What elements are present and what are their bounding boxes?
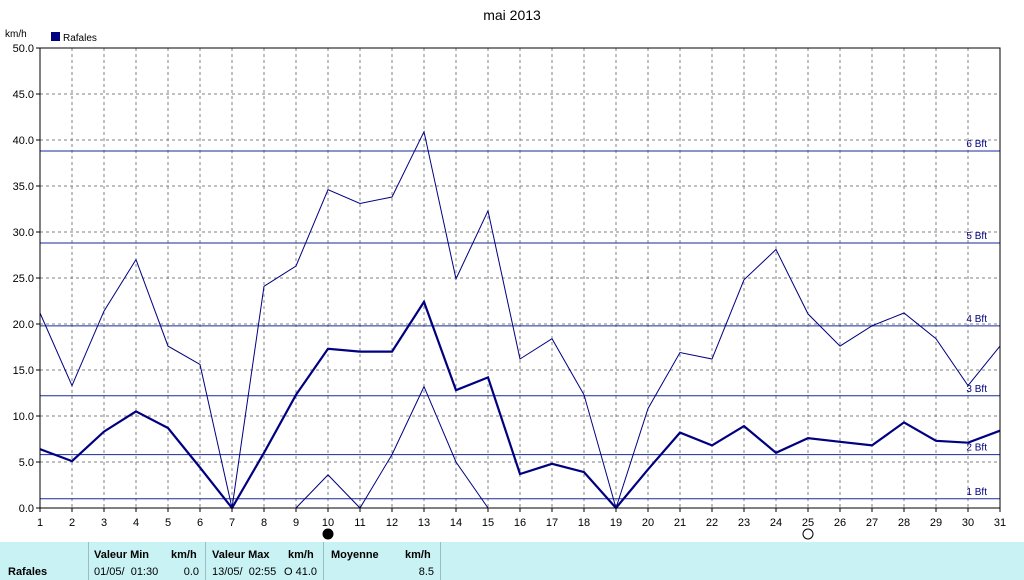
x-tick-label: 22	[706, 517, 718, 529]
y-tick-label: 20.0	[13, 319, 34, 331]
x-tick-label: 7	[229, 517, 235, 529]
y-tick-label: 35.0	[13, 181, 34, 193]
legend-label: Rafales	[63, 33, 97, 44]
series-mean-line	[39, 299, 1001, 510]
x-tick-label: 29	[930, 517, 942, 529]
mean-cell: Moyenne km/h 8.5	[323, 542, 441, 580]
x-tick-label: 2	[69, 517, 75, 529]
mean-unit: km/h	[405, 549, 431, 561]
footer-row-label: Rafales	[8, 566, 48, 578]
x-tick-label: 15	[482, 517, 494, 529]
moon-full-icon	[802, 528, 814, 540]
x-tick-label: 4	[133, 517, 139, 529]
x-tick-label: 8	[261, 517, 267, 529]
y-tick-label: 50.0	[13, 43, 34, 55]
x-tick-label: 9	[293, 517, 299, 529]
beaufort-label: 4 Bft	[966, 314, 987, 325]
x-tick-label: 23	[738, 517, 750, 529]
x-tick-label: 14	[450, 517, 462, 529]
series-max-line	[39, 130, 1001, 510]
legend-swatch	[51, 32, 60, 41]
y-tick-label: 45.0	[13, 89, 34, 101]
y-tick-label: 15.0	[13, 365, 34, 377]
beaufort-label: 2 Bft	[966, 443, 987, 454]
x-tick-label: 18	[578, 517, 590, 529]
x-tick-label: 1	[37, 517, 43, 529]
max-value: O 41.0	[283, 566, 317, 578]
min-unit: km/h	[171, 549, 197, 561]
x-tick-label: 30	[962, 517, 974, 529]
x-tick-label: 12	[386, 517, 398, 529]
x-tick-label: 20	[642, 517, 654, 529]
x-tick-label: 24	[770, 517, 782, 529]
max-unit: km/h	[288, 549, 314, 561]
x-tick-label: 11	[354, 517, 365, 529]
y-axis-unit: km/h	[5, 29, 27, 40]
mean-header: Moyenne	[331, 549, 379, 561]
y-tick-label: 40.0	[13, 135, 34, 147]
max-cell: Valeur Max km/h 13/05/ 02:55 O 41.0	[205, 542, 323, 580]
y-tick-label: 5.0	[19, 457, 34, 469]
min-cell: Valeur Min km/h 01/05/ 01:30 0.0	[88, 542, 205, 580]
y-tick-label: 25.0	[13, 273, 34, 285]
series-min-line	[295, 385, 489, 509]
beaufort-label: 1 Bft	[966, 487, 987, 498]
x-tick-label: 3	[101, 517, 107, 529]
y-tick-label: 10.0	[13, 411, 34, 423]
x-tick-label: 26	[834, 517, 846, 529]
x-tick-label: 28	[898, 517, 910, 529]
x-tick-label: 27	[866, 517, 878, 529]
mean-value: 8.5	[418, 566, 434, 578]
x-tick-label: 19	[610, 517, 622, 529]
max-header: Valeur Max	[212, 549, 270, 561]
x-tick-label: 6	[197, 517, 203, 529]
min-time: 01/05/ 01:30	[94, 566, 159, 578]
x-tick-label: 31	[994, 517, 1006, 529]
moon-new-icon	[322, 528, 334, 540]
gust-chart: mai 2013 km/h Rafales 1 Bft 2 Bft 3 Bft 4 B…	[5, 7, 1006, 540]
x-tick-label: 25	[802, 517, 814, 529]
x-tick-label: 13	[418, 517, 430, 529]
max-time: 13/05/ 02:55	[212, 566, 277, 578]
chart-title: mai 2013	[483, 7, 541, 23]
x-tick-label: 21	[674, 517, 686, 529]
beaufort-label: 3 Bft	[966, 384, 987, 395]
x-tick-label: 10	[322, 517, 334, 529]
y-tick-label: 0.0	[19, 503, 34, 515]
min-header: Valeur Min	[94, 549, 150, 561]
beaufort-label: 6 Bft	[966, 139, 987, 150]
min-value: 0.0	[183, 566, 199, 578]
x-tick-label: 16	[514, 517, 526, 529]
x-tick-label: 17	[546, 517, 558, 529]
summary-footer: Rafales Valeur Min km/h 01/05/ 01:30 0.0…	[0, 542, 1024, 580]
beaufort-label: 5 Bft	[966, 231, 987, 242]
x-tick-label: 5	[165, 517, 171, 529]
y-tick-label: 30.0	[13, 227, 34, 239]
